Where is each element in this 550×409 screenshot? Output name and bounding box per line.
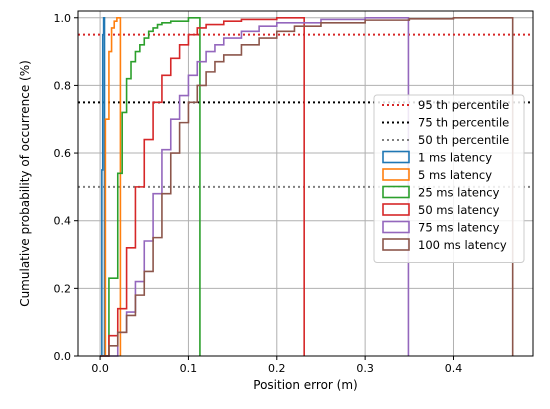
series-line (100, 16, 305, 357)
series-lines (100, 16, 514, 357)
legend-label: 5 ms latency (418, 168, 492, 182)
legend: 95 th percentile 75 th percentile 50 th pe… (373, 94, 525, 263)
series-line (100, 16, 201, 357)
legend-swatch (382, 185, 410, 199)
plot-frame (77, 10, 534, 357)
legend-swatch (382, 238, 410, 251)
y-tick-label: 0.0 (54, 350, 72, 363)
y-tick-label: 0.6 (54, 147, 72, 160)
series-line (100, 16, 122, 357)
legend-label: 50 ms latency (418, 203, 500, 217)
x-axis: 0.0 0.1 0.2 0.3 0.4 (91, 356, 462, 375)
series-line (100, 16, 106, 357)
x-tick-label: 0.2 (268, 362, 286, 375)
y-tick-label: 0.8 (54, 79, 72, 92)
y-axis-label: Cumulative probability of occurrence (%) (18, 60, 32, 307)
x-tick-label: 0.1 (180, 362, 198, 375)
legend-label: 75 ms latency (418, 221, 500, 235)
legend-label: 50 th percentile (418, 133, 509, 147)
legend-swatch (382, 168, 410, 181)
y-tick-label: 1.0 (54, 12, 72, 25)
legend-swatch (382, 220, 410, 234)
legend-label: 100 ms latency (418, 238, 507, 252)
series-line (100, 16, 410, 357)
y-tick-label: 0.4 (54, 215, 72, 228)
legend-swatch (382, 203, 410, 216)
x-tick-label: 0.0 (91, 362, 109, 375)
legend-swatch (382, 150, 410, 164)
legend-label: 95 th percentile (418, 98, 509, 112)
legend-label: 25 ms latency (418, 186, 500, 200)
x-axis-label: Position error (m) (253, 378, 357, 392)
legend-label: 1 ms latency (418, 151, 492, 165)
legend-box (373, 94, 525, 263)
x-tick-label: 0.3 (356, 362, 374, 375)
y-axis: 0.0 0.2 0.4 0.6 0.8 1.0 (54, 12, 78, 363)
x-tick-label: 0.4 (445, 362, 463, 375)
series-line (100, 16, 514, 357)
legend-label: 75 th percentile (418, 116, 509, 130)
y-tick-label: 0.2 (54, 282, 72, 295)
